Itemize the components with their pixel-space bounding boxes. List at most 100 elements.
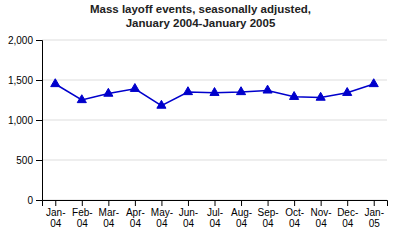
axis-line [36, 41, 43, 201]
chart: Mass layoff events, seasonally adjusted,… [0, 0, 401, 238]
tick-label: Jul-04 [207, 207, 223, 229]
tick-label-line: Jan- [46, 207, 65, 218]
tick-label-line: 05 [369, 218, 381, 229]
tick-mark [188, 200, 189, 206]
grid-line [42, 120, 387, 121]
tick-mark [36, 80, 42, 81]
tick-label: 0 [27, 195, 33, 206]
tick: Sep-04 [258, 200, 279, 229]
tick-label-line: Feb- [72, 207, 93, 218]
tick-label: 2,000 [8, 35, 33, 46]
tick: 0 [27, 195, 42, 206]
tick-label: Apr-04 [126, 207, 145, 229]
tick-mark [55, 200, 56, 206]
tick-mark [347, 200, 348, 206]
tick-mark [82, 200, 83, 206]
tick: Mar-04 [99, 200, 120, 229]
tick-label-line: 04 [342, 218, 354, 229]
plot: 05001,0001,5002,000Jan-04Feb-04Mar-04Apr… [8, 35, 388, 229]
line [55, 84, 373, 106]
marker [157, 100, 166, 108]
tick-label-line: 04 [316, 218, 328, 229]
tick-label-line: 04 [130, 218, 142, 229]
marker [104, 88, 113, 96]
marker [210, 88, 219, 96]
tick: May-04 [151, 200, 173, 229]
axis-line [43, 201, 388, 207]
tick: 500 [16, 155, 42, 166]
tick-label: Feb-04 [72, 207, 93, 229]
tick-label: Aug-04 [231, 207, 252, 229]
tick-label-line: Sep- [258, 207, 279, 218]
tick-label-line: 04 [263, 218, 275, 229]
marker [77, 95, 86, 103]
tick-label-line: 04 [50, 218, 62, 229]
tick: Dec-04 [337, 200, 358, 229]
tick-mark [36, 40, 42, 41]
tick: 2,000 [8, 35, 42, 46]
tick: Jan-05 [365, 200, 384, 229]
grid [42, 40, 387, 200]
tick-label-line: Dec- [337, 207, 358, 218]
marker [130, 84, 139, 92]
tick-mark [108, 200, 109, 206]
tick: Jul-04 [207, 200, 223, 229]
tick-mark [268, 200, 269, 206]
tick-mark [321, 200, 322, 206]
tick-mark [241, 200, 242, 206]
marker [183, 87, 192, 95]
marker [369, 79, 378, 87]
tick-label: Jun-04 [179, 207, 198, 229]
marker [316, 92, 325, 100]
tick-label: Dec-04 [337, 207, 358, 229]
tick-mark [135, 200, 136, 206]
tick-label-line: 04 [236, 218, 248, 229]
tick-mark [36, 200, 42, 201]
title-line: Mass layoff events, seasonally adjusted, [90, 3, 311, 15]
tick-mark [36, 120, 42, 121]
tick-label: May-04 [151, 207, 173, 229]
tick-label-line: Oct- [285, 207, 304, 218]
grid-line [42, 40, 387, 41]
tick-label: Sep-04 [258, 207, 279, 229]
grid-line [42, 80, 387, 81]
tick-label-line: Nov- [311, 207, 332, 218]
marker [343, 88, 352, 96]
tick: Oct-04 [285, 200, 304, 229]
tick-label-line: 04 [209, 218, 221, 229]
tick-mark [294, 200, 295, 206]
tick-label-line: Jan- [365, 207, 384, 218]
tick-label-line: 04 [156, 218, 168, 229]
marker [290, 92, 299, 100]
tick-label-line: Jul- [207, 207, 223, 218]
tick-label-line: Apr- [126, 207, 145, 218]
tick-label-line: 04 [77, 218, 89, 229]
tick-label-line: 04 [289, 218, 301, 229]
tick-mark [215, 200, 216, 206]
tick-label: 1,500 [8, 75, 33, 86]
tick-label: Nov-04 [311, 207, 332, 229]
tick-label-line: May- [151, 207, 173, 218]
tick-label-line: Aug- [231, 207, 252, 218]
marker [263, 85, 272, 93]
tick-mark [374, 200, 375, 206]
tick-mark [161, 200, 162, 206]
tick-label-line: 04 [103, 218, 115, 229]
tick: 1,500 [8, 75, 42, 86]
tick-label-line: Mar- [99, 207, 120, 218]
tick-label: 500 [16, 155, 33, 166]
tick-label: Jan-05 [365, 207, 384, 229]
tick: Feb-04 [72, 200, 93, 229]
title-line: January 2004-January 2005 [126, 17, 276, 29]
marks [51, 79, 379, 108]
y-axis: 0 500 1,000 1,500 2,000 [8, 35, 43, 206]
tick: Jan-04 [46, 200, 65, 229]
tick-label: Jan-04 [46, 207, 65, 229]
tick-label: Mar-04 [99, 207, 120, 229]
tick-label-line: Jun- [179, 207, 198, 218]
tick: Jun-04 [179, 200, 198, 229]
tick-label: 1,000 [8, 115, 33, 126]
tick: 1,000 [8, 115, 42, 126]
x-axis: Jan-04Feb-04Mar-04Apr-04May-04Jun-04Jul-… [43, 200, 388, 229]
marker [236, 87, 245, 95]
